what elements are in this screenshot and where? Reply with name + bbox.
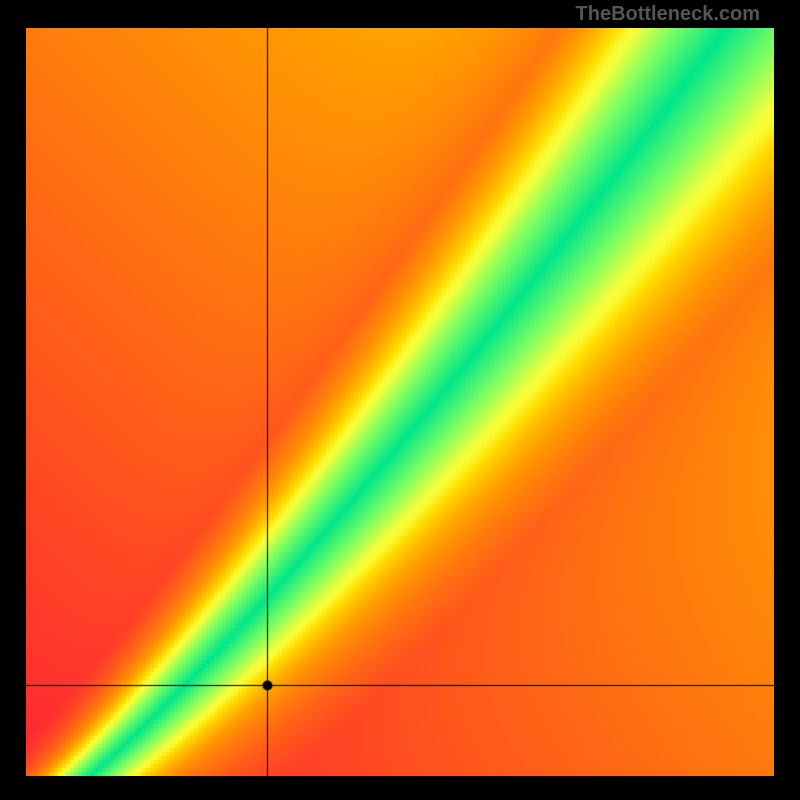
bottleneck-heatmap <box>26 28 774 776</box>
watermark-text: TheBottleneck.com <box>576 3 760 26</box>
chart-frame: TheBottleneck.com <box>0 0 800 800</box>
